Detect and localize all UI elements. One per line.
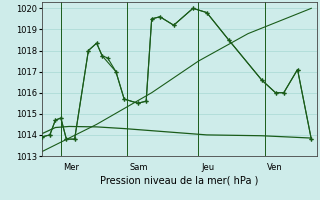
Text: Jeu: Jeu: [201, 163, 214, 172]
Text: Mer: Mer: [64, 163, 80, 172]
X-axis label: Pression niveau de la mer( hPa ): Pression niveau de la mer( hPa ): [100, 175, 258, 185]
Text: Sam: Sam: [130, 163, 148, 172]
Text: Ven: Ven: [267, 163, 283, 172]
